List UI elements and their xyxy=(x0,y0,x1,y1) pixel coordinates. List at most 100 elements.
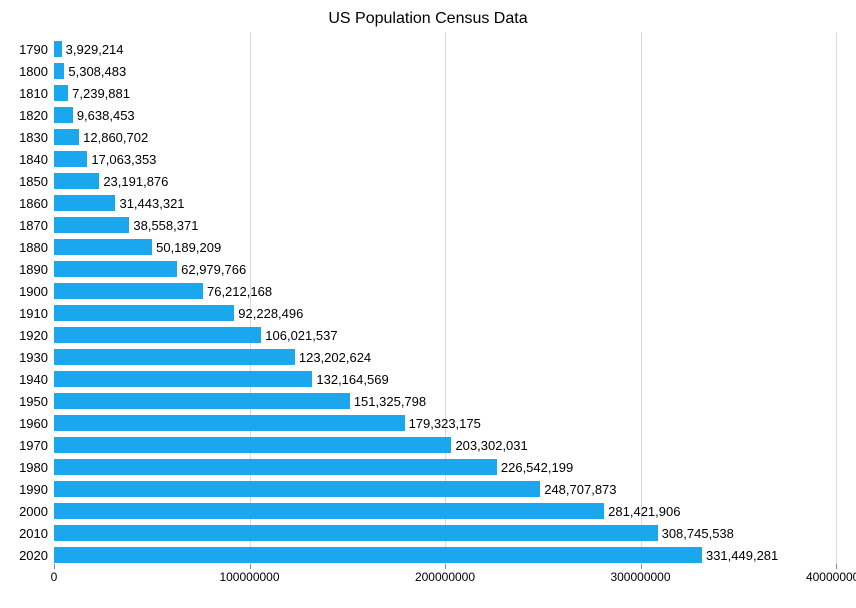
bar-value-label: 31,443,321 xyxy=(119,196,184,211)
bar-row: 183012,860,702 xyxy=(54,128,836,146)
y-tick-label: 1990 xyxy=(8,482,48,497)
chart-title: US Population Census Data xyxy=(0,0,856,32)
y-tick-label: 1940 xyxy=(8,372,48,387)
bar-row: 186031,443,321 xyxy=(54,194,836,212)
bar-value-label: 308,745,538 xyxy=(662,526,734,541)
y-tick-label: 1890 xyxy=(8,262,48,277)
bar-value-label: 106,021,537 xyxy=(265,328,337,343)
grid-line xyxy=(836,32,837,566)
bar xyxy=(54,547,702,563)
bars-region: 17903,929,21418005,308,48318107,239,8811… xyxy=(54,38,836,566)
x-tick-label: 300000000 xyxy=(610,570,670,584)
y-tick-label: 1870 xyxy=(8,218,48,233)
bar-row: 1950151,325,798 xyxy=(54,392,836,410)
bar xyxy=(54,503,604,519)
bar xyxy=(54,239,152,255)
y-tick-label: 2000 xyxy=(8,504,48,519)
bar-value-label: 179,323,175 xyxy=(409,416,481,431)
bar-row: 1970203,302,031 xyxy=(54,436,836,454)
bar xyxy=(54,437,451,453)
bar-value-label: 132,164,569 xyxy=(316,372,388,387)
bar-row: 1980226,542,199 xyxy=(54,458,836,476)
bar-value-label: 123,202,624 xyxy=(299,350,371,365)
y-tick-label: 1970 xyxy=(8,438,48,453)
bar xyxy=(54,305,234,321)
y-tick-label: 1920 xyxy=(8,328,48,343)
bar-value-label: 38,558,371 xyxy=(133,218,198,233)
bar xyxy=(54,85,68,101)
bar xyxy=(54,459,497,475)
bar-row: 1920106,021,537 xyxy=(54,326,836,344)
bar-value-label: 7,239,881 xyxy=(72,86,130,101)
bar xyxy=(54,107,73,123)
x-tick-label: 0 xyxy=(51,570,58,584)
y-tick-label: 1840 xyxy=(8,152,48,167)
bar-row: 2010308,745,538 xyxy=(54,524,836,542)
y-tick-label: 1900 xyxy=(8,284,48,299)
y-tick-label: 1850 xyxy=(8,174,48,189)
y-tick-label: 1960 xyxy=(8,416,48,431)
bar-row: 191092,228,496 xyxy=(54,304,836,322)
bar-row: 189062,979,766 xyxy=(54,260,836,278)
bar xyxy=(54,63,64,79)
bar-value-label: 3,929,214 xyxy=(66,42,124,57)
bar-value-label: 281,421,906 xyxy=(608,504,680,519)
bar-row: 17903,929,214 xyxy=(54,40,836,58)
y-tick-label: 1860 xyxy=(8,196,48,211)
bar xyxy=(54,173,99,189)
x-tick xyxy=(54,564,55,569)
bar-row: 1960179,323,175 xyxy=(54,414,836,432)
y-tick-label: 1980 xyxy=(8,460,48,475)
bar-value-label: 76,212,168 xyxy=(207,284,272,299)
x-tick-label: 400000000 xyxy=(806,570,856,584)
bar-value-label: 50,189,209 xyxy=(156,240,221,255)
y-tick-label: 1910 xyxy=(8,306,48,321)
bar-value-label: 12,860,702 xyxy=(83,130,148,145)
bar xyxy=(54,393,350,409)
bar-value-label: 23,191,876 xyxy=(103,174,168,189)
bar-row: 1930123,202,624 xyxy=(54,348,836,366)
bar-value-label: 248,707,873 xyxy=(544,482,616,497)
x-tick xyxy=(250,564,251,569)
bar xyxy=(54,217,129,233)
bar xyxy=(54,261,177,277)
x-tick xyxy=(836,564,837,569)
bar-value-label: 17,063,353 xyxy=(91,152,156,167)
bar xyxy=(54,129,79,145)
x-tick-label: 100000000 xyxy=(219,570,279,584)
bar-value-label: 9,638,453 xyxy=(77,108,135,123)
y-tick-label: 1880 xyxy=(8,240,48,255)
bar-row: 185023,191,876 xyxy=(54,172,836,190)
y-tick-label: 1800 xyxy=(8,64,48,79)
plot-area: 17903,929,21418005,308,48318107,239,8811… xyxy=(54,32,836,588)
y-tick-label: 2010 xyxy=(8,526,48,541)
x-tick xyxy=(445,564,446,569)
bar-value-label: 92,228,496 xyxy=(238,306,303,321)
bar xyxy=(54,283,203,299)
x-tick xyxy=(641,564,642,569)
bar xyxy=(54,371,312,387)
bar xyxy=(54,415,405,431)
bar-value-label: 151,325,798 xyxy=(354,394,426,409)
bar xyxy=(54,195,115,211)
bar xyxy=(54,151,87,167)
bar-row: 184017,063,353 xyxy=(54,150,836,168)
x-axis: 0100000000200000000300000000400000000 xyxy=(54,566,836,588)
chart-container: US Population Census Data 17903,929,2141… xyxy=(0,0,856,608)
bar-value-label: 331,449,281 xyxy=(706,548,778,563)
y-tick-label: 1810 xyxy=(8,86,48,101)
bar-row: 190076,212,168 xyxy=(54,282,836,300)
bar xyxy=(54,525,658,541)
x-tick-label: 200000000 xyxy=(415,570,475,584)
y-tick-label: 1830 xyxy=(8,130,48,145)
y-tick-label: 2020 xyxy=(8,548,48,563)
bar-row: 188050,189,209 xyxy=(54,238,836,256)
bar xyxy=(54,481,540,497)
bar xyxy=(54,41,62,57)
bar-row: 2020331,449,281 xyxy=(54,546,836,564)
bar-value-label: 5,308,483 xyxy=(68,64,126,79)
y-tick-label: 1950 xyxy=(8,394,48,409)
bar-row: 18209,638,453 xyxy=(54,106,836,124)
bar xyxy=(54,327,261,343)
y-tick-label: 1930 xyxy=(8,350,48,365)
